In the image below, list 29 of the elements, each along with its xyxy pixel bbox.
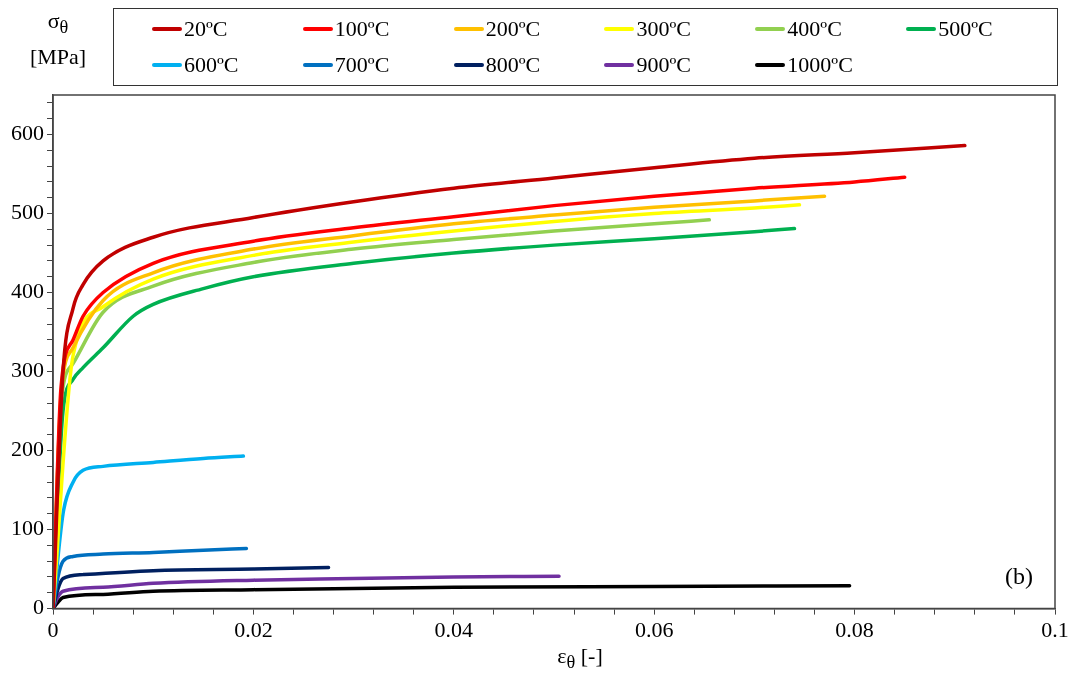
- y-tick-label: 0: [33, 594, 44, 620]
- x-tick-label: 0.08: [835, 616, 874, 642]
- legend-label: 600ºC: [184, 52, 239, 78]
- legend-label: 400ºC: [787, 16, 842, 42]
- y-tick-label: 500: [11, 199, 44, 225]
- legend-label: 20ºC: [184, 16, 228, 42]
- line-series: [53, 583, 852, 609]
- y-tick-label: 600: [11, 120, 44, 146]
- legend-label: 900ºC: [636, 52, 691, 78]
- x-tick-label: 0.02: [234, 616, 273, 642]
- line-series: [53, 565, 331, 609]
- x-tick-label: 0.1: [1041, 616, 1069, 642]
- annotation: (b): [1005, 563, 1033, 590]
- x-axis-title: ε$_{θ}$ [-]: [556, 643, 604, 674]
- y-tick-label: 200: [11, 436, 44, 462]
- x-tick-label: 0.06: [634, 616, 674, 642]
- y-tick-label: 400: [11, 278, 44, 304]
- legend-label: 800ºC: [485, 52, 541, 78]
- legend-label: 200ºC: [485, 16, 541, 42]
- y-tick-label: 100: [11, 515, 44, 541]
- line-series: [53, 574, 561, 609]
- y-tick-label: 300: [11, 357, 44, 383]
- x-tick-label: 0.04: [434, 616, 474, 642]
- legend-label: 100ºC: [334, 16, 390, 42]
- legend-label: 500ºC: [938, 16, 993, 42]
- legend-label: 1000ºC: [787, 52, 853, 78]
- y-axis-title: σ$_{θ}$ [MPa]: [28, 7, 88, 72]
- legend-label: 700ºC: [334, 52, 390, 78]
- legend-label: 300ºC: [636, 16, 691, 42]
